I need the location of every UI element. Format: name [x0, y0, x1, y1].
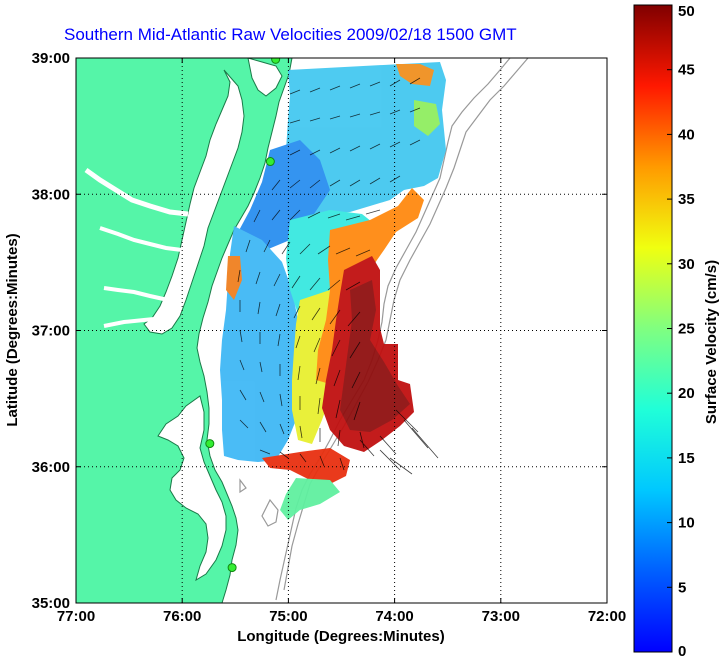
y-tick-label: 39:00: [32, 50, 70, 67]
y-tick-label: 37:00: [32, 323, 70, 340]
colorbar-tick-label: 35: [678, 191, 695, 208]
colorbar-tick-label: 25: [678, 321, 695, 338]
colorbar-tick-label: 15: [678, 450, 695, 467]
velocity-patch-ne-orange: [396, 64, 434, 86]
rappahannock-river: [99, 226, 183, 252]
y-tick-label: 35:00: [32, 595, 70, 612]
grid: [76, 58, 607, 603]
velocity-patch-west: [220, 226, 308, 462]
y-ticks: 35:00 36:00 37:00 38:00 39:00: [32, 50, 607, 612]
station-marker: [205, 439, 215, 449]
chart-title: Southern Mid-Atlantic Raw Velocities 200…: [64, 25, 517, 44]
velocity-patch-ne-green: [414, 100, 440, 136]
y-tick-label: 38:00: [32, 186, 70, 203]
station-marker: [265, 157, 275, 167]
colorbar: [633, 4, 673, 653]
colorbar-label: Surface Velocity (cm/s): [703, 260, 720, 424]
york-james-river: [103, 286, 169, 328]
x-axis-label: Longitude (Degrees:Minutes): [237, 628, 445, 645]
x-tick-label: 77:00: [57, 608, 95, 625]
plot-area: [76, 58, 607, 603]
velocity-patch-south-green: [280, 478, 340, 520]
colorbar-tick-label: 20: [678, 385, 695, 402]
velocity-arrows: [237, 77, 439, 475]
x-tick-label: 72:00: [588, 608, 626, 625]
station-marker: [227, 563, 237, 573]
delaware-bay: [247, 58, 283, 97]
velocity-patch-south-red: [262, 448, 350, 484]
colorbar-ticks: 0 5 10 15 20 25 30 35 40 45 50: [667, 3, 695, 659]
y-tick-label: 36:00: [32, 459, 70, 476]
colorbar-tick-label: 10: [678, 515, 695, 532]
chesapeake-bay: [143, 69, 245, 335]
colorbar-tick-label: 45: [678, 62, 695, 79]
x-ticks: 77:00 76:00 75:00 74:00 73:00 72:00: [57, 58, 626, 625]
albemarle-pamlico-sound: [157, 395, 227, 582]
station-markers: [205, 58, 281, 573]
colorbar-tick-label: 30: [678, 256, 695, 273]
velocity-field: [220, 62, 446, 520]
x-tick-label: 76:00: [163, 608, 201, 625]
x-tick-label: 73:00: [482, 608, 520, 625]
y-axis-label: Latitude (Degrees:Minutes): [4, 233, 21, 426]
colorbar-tick-label: 0: [678, 643, 686, 659]
potomac-river: [84, 167, 189, 217]
station-marker: [271, 58, 281, 64]
colorbar-tick-label: 50: [678, 3, 695, 20]
colorbar-tick-label: 40: [678, 126, 695, 143]
x-tick-label: 74:00: [375, 608, 413, 625]
velocity-patch-west-orange: [226, 256, 242, 300]
velocity-patch-darkred: [340, 280, 410, 432]
colorbar-tick-label: 5: [678, 579, 686, 596]
x-tick-label: 75:00: [269, 608, 307, 625]
